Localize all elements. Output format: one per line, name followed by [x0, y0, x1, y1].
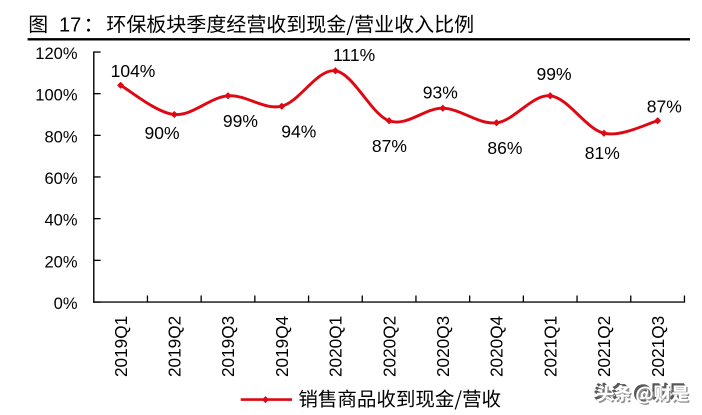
svg-text:2021Q1: 2021Q1 [540, 316, 560, 377]
svg-text:120%: 120% [35, 45, 78, 63]
svg-text:81%: 81% [585, 143, 620, 163]
svg-text:2021Q2: 2021Q2 [594, 316, 614, 377]
svg-text:99%: 99% [223, 111, 258, 131]
svg-text:2019Q1: 2019Q1 [111, 316, 131, 377]
svg-text:17: 17 [59, 15, 81, 37]
svg-text:94%: 94% [281, 122, 316, 142]
svg-text:20%: 20% [44, 253, 77, 271]
svg-text:87%: 87% [372, 136, 407, 156]
svg-text:80%: 80% [44, 128, 77, 146]
svg-text:2020Q2: 2020Q2 [379, 316, 399, 377]
svg-text:90%: 90% [144, 123, 179, 143]
svg-text:93%: 93% [423, 83, 458, 103]
svg-text:0%: 0% [54, 295, 78, 313]
svg-text:2020Q1: 2020Q1 [326, 316, 346, 377]
svg-text:99%: 99% [536, 64, 571, 84]
svg-text:100%: 100% [35, 87, 78, 105]
svg-text:87%: 87% [647, 97, 682, 117]
svg-text:40%: 40% [44, 212, 77, 230]
svg-text:104%: 104% [111, 61, 156, 81]
svg-text:2019Q4: 2019Q4 [272, 315, 292, 377]
svg-text:60%: 60% [44, 170, 77, 188]
svg-text:2019Q3: 2019Q3 [218, 316, 238, 377]
svg-text:86%: 86% [487, 138, 522, 158]
svg-text:2020Q4: 2020Q4 [487, 315, 507, 377]
svg-text:2021Q3: 2021Q3 [648, 316, 668, 377]
svg-text:2019Q2: 2019Q2 [165, 316, 185, 377]
svg-text:111%: 111% [333, 45, 375, 65]
svg-text:2020Q3: 2020Q3 [433, 316, 453, 377]
